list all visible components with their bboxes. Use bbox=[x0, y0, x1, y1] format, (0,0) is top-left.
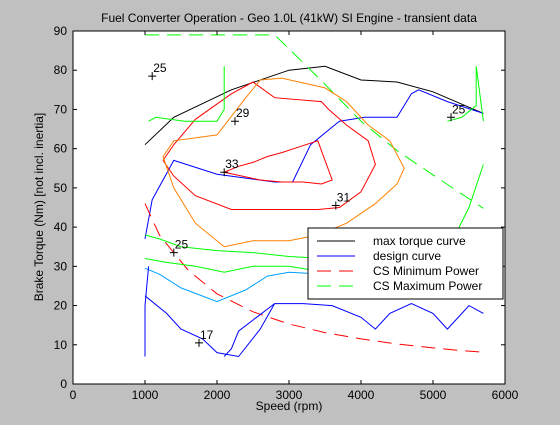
annotation-label: 25 bbox=[175, 238, 189, 252]
x-tick-label: 2000 bbox=[204, 388, 231, 402]
y-axis-label: Brake Torque (Nm) [not incl. inertia] bbox=[32, 113, 46, 302]
x-tick-label: 3000 bbox=[276, 388, 303, 402]
y-tick-label: 30 bbox=[54, 259, 68, 273]
contour-line-4 bbox=[162, 81, 376, 210]
series-layer bbox=[144, 34, 484, 358]
annotation-label: 25 bbox=[452, 102, 466, 116]
contour-line-9 bbox=[148, 66, 225, 122]
legend-label: design curve bbox=[373, 249, 441, 263]
annotation-layer: 25 29 33 31 25 25 17 bbox=[148, 61, 466, 347]
contour-line-13 bbox=[144, 295, 484, 358]
y-tick-label: 10 bbox=[54, 338, 68, 352]
annotation-label: 31 bbox=[337, 191, 351, 205]
annotation-marker bbox=[195, 338, 203, 347]
x-tick-label: 4000 bbox=[348, 388, 375, 402]
plot-area bbox=[73, 31, 505, 384]
x-tick-label: 5000 bbox=[420, 388, 447, 402]
axis-layer: 0 1000 2000 3000 4000 5000 6000 0 10 20 30 40 50 60 70… bbox=[54, 24, 519, 402]
contour-line-15 bbox=[223, 303, 275, 357]
series-max-torque-curve bbox=[144, 65, 484, 146]
y-tick-label: 50 bbox=[54, 181, 68, 195]
y-tick-label: 70 bbox=[54, 102, 68, 116]
y-tick-label: 40 bbox=[54, 220, 68, 234]
annotation-label: 25 bbox=[153, 61, 167, 75]
series-cs-maximum-power bbox=[145, 34, 484, 209]
series-design-curve bbox=[144, 89, 484, 239]
contour-line-5 bbox=[162, 77, 405, 248]
contour-line-14 bbox=[144, 266, 150, 357]
chart-title: Fuel Converter Operation - Geo 1.0L (41k… bbox=[101, 11, 477, 25]
x-tick-label: 6000 bbox=[492, 388, 519, 402]
x-axis-label: Speed (rpm) bbox=[256, 399, 323, 413]
annotation-marker bbox=[331, 201, 340, 210]
annotation-label: 33 bbox=[225, 157, 239, 171]
annotation-marker bbox=[220, 168, 229, 177]
annotation-marker bbox=[447, 113, 455, 122]
contour-line-10 bbox=[447, 66, 484, 122]
x-tick-label: 1000 bbox=[132, 388, 159, 402]
y-tick-label: 80 bbox=[54, 63, 68, 77]
y-tick-label: 0 bbox=[60, 377, 67, 391]
annotation-label: 29 bbox=[236, 106, 250, 120]
y-tick-label: 90 bbox=[54, 24, 68, 38]
contour-line-6 bbox=[224, 140, 333, 185]
legend-label: CS Maximum Power bbox=[373, 279, 482, 293]
annotation-label: 17 bbox=[200, 328, 214, 342]
legend-box bbox=[307, 227, 504, 300]
y-tick-label: 60 bbox=[54, 142, 68, 156]
legend-label: CS Minimum Power bbox=[373, 264, 479, 278]
annotation-marker bbox=[169, 248, 178, 257]
y-tick-label: 20 bbox=[54, 299, 68, 313]
x-tick-label: 0 bbox=[70, 388, 77, 402]
annotation-marker bbox=[148, 72, 157, 81]
annotation-marker bbox=[231, 117, 239, 126]
legend-label: max torque curve bbox=[373, 234, 466, 248]
